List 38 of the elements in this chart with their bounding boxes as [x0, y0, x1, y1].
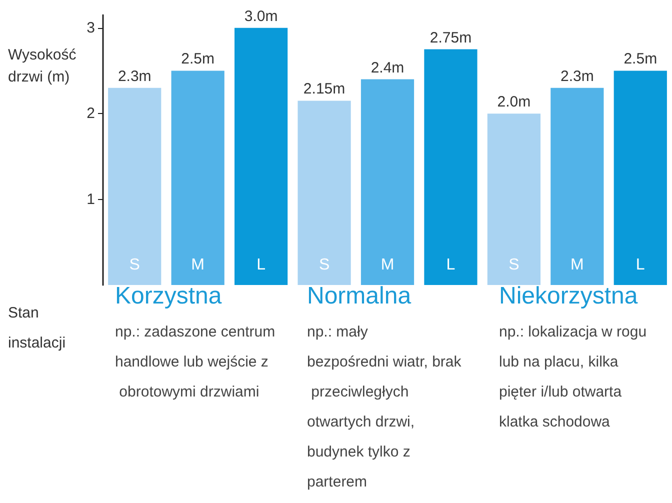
y-axis-title: Wysokość drzwi (m) [8, 46, 80, 86]
y-tick-label: 3 [86, 19, 95, 36]
bar [360, 79, 414, 285]
data-label: 2.3m [118, 68, 152, 85]
data-label: 2.4m [370, 59, 404, 76]
x-tick-label: M [380, 256, 394, 274]
x-tick-label: M [570, 256, 584, 274]
data-label: 2.75m [430, 29, 472, 46]
x-tick-label: L [636, 256, 645, 274]
data-label: 3.0m [244, 8, 278, 25]
x-tick-label: L [446, 256, 456, 274]
data-label: 2.0m [497, 94, 531, 111]
text: np.: zadaszone centrum handlowe lub wejście z obrotowymi drzwiami [115, 324, 280, 400]
annotation: Niekorzystna [499, 282, 638, 310]
bar [298, 100, 351, 285]
text: np.: mały bezpośredni wiatr, brak przeciwległych otwartych drzwi, budynek tylko z parterem [307, 324, 462, 490]
x-tick-label: S [318, 256, 330, 274]
bar [234, 28, 288, 285]
y-tick-label: 1 [86, 190, 95, 208]
bar [550, 88, 604, 285]
bar [171, 70, 224, 285]
x-tick-label: M [191, 256, 204, 274]
x-tick-label: L [256, 256, 266, 274]
data-label: 2.3m [560, 68, 594, 85]
text: np.: lokalizacja w rogu lub na placu, kilka pięter i/lub otwarta klatka schodowa [499, 324, 651, 430]
bar [487, 114, 540, 285]
text: Stan instalacji [8, 304, 66, 352]
bar [424, 49, 478, 285]
data-label: 2.15m [303, 80, 346, 98]
bar [108, 88, 162, 285]
annotation: Korzystna [115, 282, 222, 310]
data-label: 2.5m [624, 50, 658, 68]
data-label: 2.5m [181, 50, 215, 68]
x-tick-label: S [129, 256, 140, 274]
bar [614, 70, 667, 285]
x-tick-label: S [508, 256, 520, 274]
annotation: Normalna [307, 282, 412, 310]
y-tick-label: 2 [86, 105, 95, 122]
